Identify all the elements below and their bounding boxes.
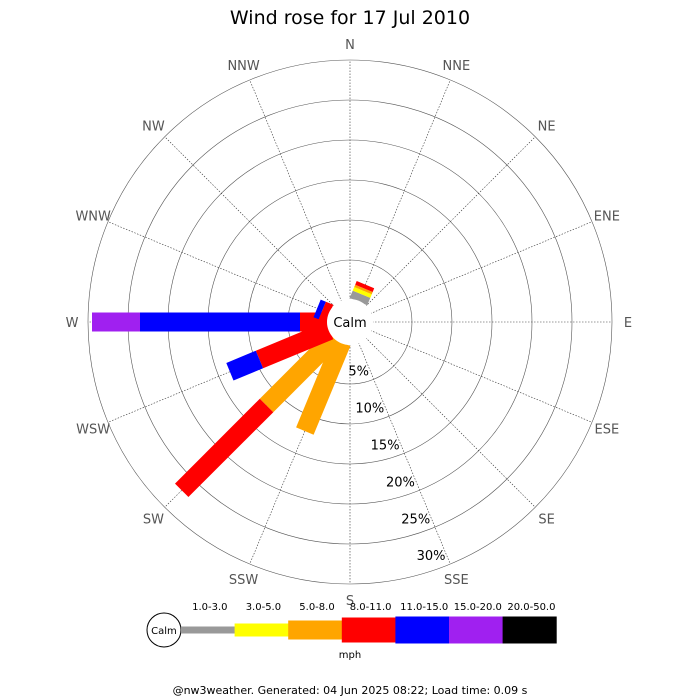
direction-label-e: E	[624, 316, 632, 331]
legend-label: 20.0-50.0	[507, 602, 555, 613]
bar-nne-1.0-3.0	[349, 290, 371, 306]
spoke-nnw	[249, 79, 342, 302]
wind-bars	[92, 281, 375, 497]
bar-wsw-8.0-11.0	[255, 321, 334, 369]
direction-label-se: SE	[538, 513, 554, 528]
legend-swatch-3.0-5.0	[234, 623, 289, 637]
percent-label: 10%	[355, 401, 384, 416]
calm-label: Calm	[333, 316, 366, 331]
direction-label-ese: ESE	[594, 422, 619, 437]
direction-label-nnw: NNW	[227, 59, 259, 74]
direction-labels: N NNE NE ENE E ESE SE SSE S SSW SW WSW W WNW NW NNW	[66, 38, 633, 609]
spoke-nw	[164, 136, 335, 307]
footer-text: @nw3weather. Generated: 04 Jun 2025 08:2…	[173, 684, 528, 697]
grid-ring-30	[87, 59, 613, 585]
bar-wnw-8.0-11.0	[318, 301, 334, 323]
percent-label: 25%	[401, 512, 430, 527]
direction-label-ene: ENE	[594, 210, 620, 225]
percent-label: 5%	[348, 364, 369, 379]
legend-unit: mph	[339, 650, 361, 661]
legend-swatch-8.0-11.0	[341, 617, 396, 643]
direction-label-nne: NNE	[443, 59, 471, 74]
spoke-se	[365, 337, 536, 508]
bar-nne-3.0-5.0	[352, 287, 372, 298]
bar-ssw-5.0-8.0	[296, 338, 351, 435]
percent-label: 30%	[417, 549, 446, 564]
legend-calm-label: Calm	[151, 626, 177, 637]
percent-label: 15%	[371, 438, 400, 453]
bar-w-11.0-15.0	[140, 312, 300, 332]
bar-wsw-11.0-15.0	[226, 350, 264, 381]
legend: Calm mph 1.0-3.0 3.0-5.0 5.0-8.0 8.0-11.0 11…	[146, 602, 557, 661]
direction-label-sse: SSE	[444, 573, 469, 588]
spoke-nne	[358, 79, 451, 302]
direction-label-wnw: WNW	[75, 210, 111, 225]
direction-label-nw: NW	[142, 119, 165, 134]
calm-circle	[327, 299, 373, 345]
bar-sw-8.0-11.0	[175, 398, 274, 497]
legend-swatch-20.0-50.0	[502, 616, 557, 644]
direction-label-sw: SW	[143, 513, 164, 528]
legend-swatch-15.0-20.0	[449, 616, 504, 644]
legend-swatch-5.0-8.0	[288, 620, 343, 640]
direction-label-s: S	[346, 594, 354, 609]
bar-nne-8.0-11.0	[355, 281, 375, 292]
bar-nne-5.0-8.0	[354, 284, 373, 295]
percent-labels: 5% 10% 15% 20% 25% 30%	[348, 364, 445, 564]
bar-sw-5.0-8.0	[259, 330, 342, 413]
spoke-wnw	[107, 221, 330, 314]
legend-label: 15.0-20.0	[454, 602, 502, 613]
legend-label: 1.0-3.0	[192, 602, 227, 613]
direction-label-w: W	[66, 316, 79, 331]
spoke-sse	[358, 342, 451, 565]
direction-label-n: N	[345, 38, 355, 53]
legend-label: 5.0-8.0	[299, 602, 334, 613]
legend-label: 11.0-15.0	[400, 602, 448, 613]
spoke-ne	[365, 136, 536, 307]
legend-label: 8.0-11.0	[350, 602, 392, 613]
legend-swatch-1.0-3.0	[181, 626, 236, 634]
bar-w-15.0-20.0	[92, 312, 140, 332]
legend-label: 3.0-5.0	[246, 602, 281, 613]
spoke-ene	[370, 221, 593, 314]
chart-title: Wind rose for 17 Jul 2010	[230, 7, 470, 29]
bar-wnw-11.0-15.0	[313, 299, 326, 320]
direction-label-ssw: SSW	[229, 573, 259, 588]
spoke-ese	[370, 330, 593, 423]
percent-label: 20%	[386, 475, 415, 490]
legend-swatch-11.0-15.0	[395, 616, 450, 644]
direction-label-ne: NE	[538, 119, 556, 134]
direction-label-wsw: WSW	[76, 422, 110, 437]
